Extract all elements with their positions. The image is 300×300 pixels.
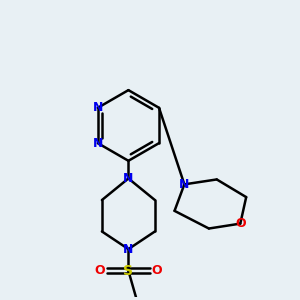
Text: N: N	[123, 172, 134, 185]
Text: O: O	[152, 264, 162, 277]
Text: O: O	[94, 264, 105, 277]
Text: N: N	[179, 178, 190, 191]
Text: O: O	[235, 217, 246, 230]
Text: N: N	[93, 136, 103, 150]
Text: S: S	[123, 264, 134, 278]
Text: N: N	[93, 101, 103, 114]
Text: N: N	[123, 243, 134, 256]
